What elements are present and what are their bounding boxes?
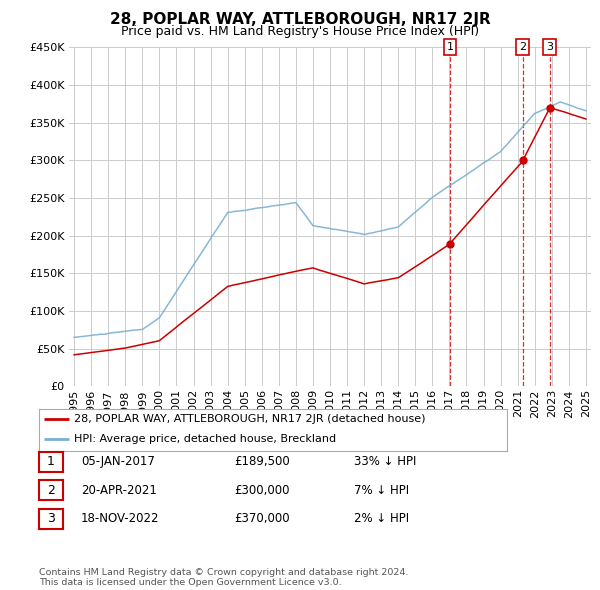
- Text: 28, POPLAR WAY, ATTLEBOROUGH, NR17 2JR: 28, POPLAR WAY, ATTLEBOROUGH, NR17 2JR: [110, 12, 490, 27]
- Text: £189,500: £189,500: [234, 455, 290, 468]
- Text: 1: 1: [446, 42, 454, 52]
- Text: 1: 1: [47, 455, 55, 468]
- Text: 18-NOV-2022: 18-NOV-2022: [81, 512, 160, 525]
- Text: 33% ↓ HPI: 33% ↓ HPI: [354, 455, 416, 468]
- Text: 3: 3: [47, 512, 55, 525]
- Text: HPI: Average price, detached house, Breckland: HPI: Average price, detached house, Brec…: [74, 434, 336, 444]
- Text: 7% ↓ HPI: 7% ↓ HPI: [354, 484, 409, 497]
- Text: 05-JAN-2017: 05-JAN-2017: [81, 455, 155, 468]
- Text: 2: 2: [47, 484, 55, 497]
- Text: £300,000: £300,000: [234, 484, 290, 497]
- Text: 2: 2: [519, 42, 526, 52]
- Text: 20-APR-2021: 20-APR-2021: [81, 484, 157, 497]
- Text: 28, POPLAR WAY, ATTLEBOROUGH, NR17 2JR (detached house): 28, POPLAR WAY, ATTLEBOROUGH, NR17 2JR (…: [74, 415, 425, 424]
- Text: 3: 3: [546, 42, 553, 52]
- Text: Price paid vs. HM Land Registry's House Price Index (HPI): Price paid vs. HM Land Registry's House …: [121, 25, 479, 38]
- Text: Contains HM Land Registry data © Crown copyright and database right 2024.
This d: Contains HM Land Registry data © Crown c…: [39, 568, 409, 587]
- Text: 2% ↓ HPI: 2% ↓ HPI: [354, 512, 409, 525]
- Text: £370,000: £370,000: [234, 512, 290, 525]
